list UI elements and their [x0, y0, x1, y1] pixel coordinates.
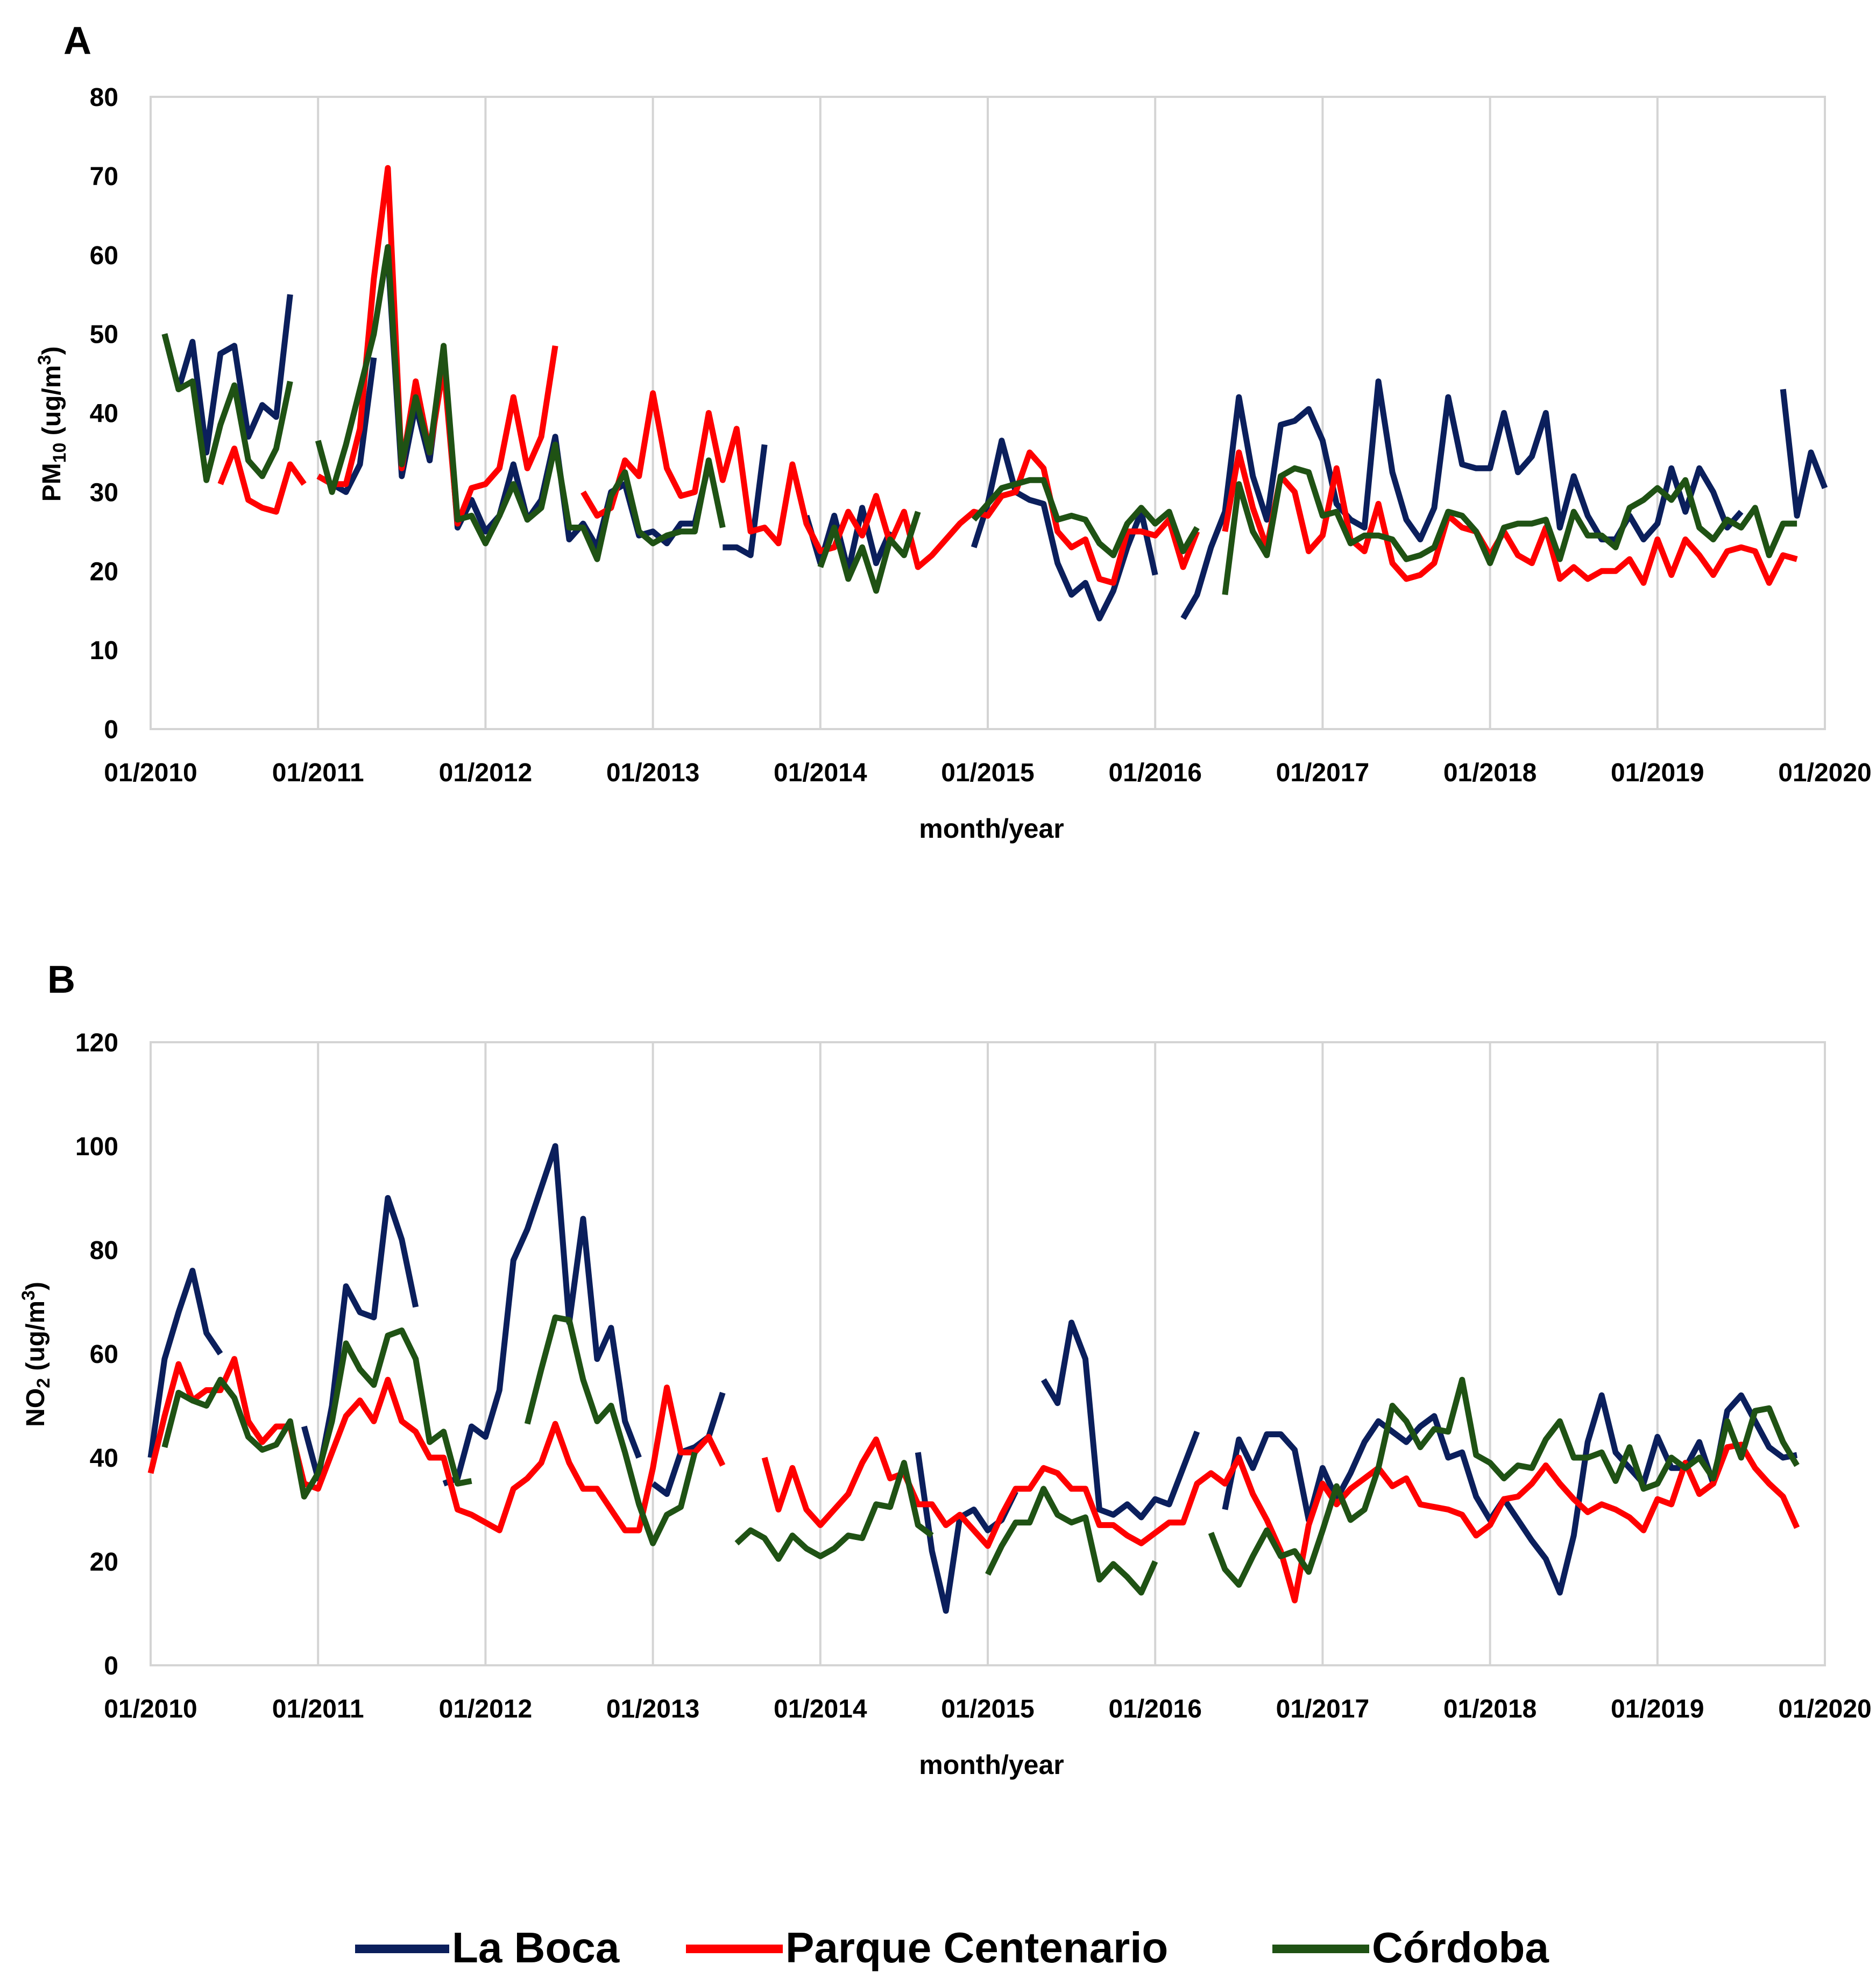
series-line-la-boca	[442, 1143, 642, 1487]
y-tick-label: 120	[75, 1029, 118, 1057]
x-tick-label: 01/2020	[1778, 1695, 1872, 1723]
series-line-cordoba	[1208, 1376, 1800, 1588]
series-la-boca	[161, 255, 1828, 621]
x-tick-label: 01/2015	[941, 759, 1035, 787]
series-line-cordoba	[1222, 465, 1797, 595]
series-line-parque-centenario	[581, 390, 1200, 586]
chart-panel-a: A PM10 (ug/m3) month/year 01/2010 01/2011…	[34, 19, 1872, 844]
y-axis-label-main-b: NO	[22, 1388, 50, 1427]
y-tick-label: 20	[90, 557, 118, 586]
y-tick-label: 80	[90, 1236, 118, 1265]
x-tick-label: 01/2017	[1276, 759, 1370, 787]
series-cordoba	[161, 1314, 1800, 1596]
y-axis-label-unit-b: (ug/m	[22, 1301, 50, 1378]
series-line-cordoba	[734, 1460, 934, 1562]
x-tick-label: 01/2019	[1611, 759, 1704, 787]
x-tick-label: 01/2018	[1443, 1695, 1537, 1723]
series-line-cordoba	[971, 477, 1200, 559]
series-line-parque-centenario	[147, 1356, 726, 1533]
y-tick-label: 60	[90, 1340, 118, 1369]
y-tick-label: 40	[90, 400, 118, 428]
y-axis-label-sup-b: 3	[18, 1290, 39, 1301]
legend-label-parque-centenario: Parque Centenario	[785, 1924, 1168, 1971]
x-axis-label-a: month/year	[919, 814, 1064, 844]
x-tick-label: 01/2010	[104, 759, 197, 787]
series-line-parque-centenario	[217, 446, 307, 515]
y-axis-label-close-b: )	[22, 1282, 50, 1290]
y-tick-label: 20	[90, 1548, 118, 1577]
series-line-cordoba	[524, 1314, 698, 1546]
y-tick-label: 40	[90, 1444, 118, 1473]
series-line-cordoba	[161, 333, 293, 483]
series-cordoba	[161, 244, 1797, 595]
x-tick-label: 01/2011	[272, 1695, 364, 1723]
y-tick-label: 10	[90, 637, 118, 665]
series-line-la-boca	[301, 1195, 419, 1482]
x-tick-label: 01/2014	[774, 1695, 867, 1723]
series-line-parque-centenario	[1222, 449, 1798, 586]
y-tick-label: 70	[90, 162, 118, 191]
series-line-la-boca	[1780, 388, 1828, 519]
panel-label-b: B	[47, 958, 75, 1001]
y-axis-label-sub-a: 10	[49, 443, 70, 463]
y-axis-label-sup-a: 3	[34, 355, 55, 365]
x-tick-label: 01/2012	[439, 759, 533, 787]
legend: La Boca Parque Centenario Córdoba	[355, 1924, 1549, 1971]
x-tick-label: 01/2013	[606, 759, 700, 787]
y-axis-label-sub-b: 2	[33, 1378, 54, 1388]
y-axis-label-unit-a: (ug/m	[38, 365, 66, 443]
legend-label-la-boca: La Boca	[452, 1924, 620, 1971]
x-tick-label: 01/2014	[774, 759, 867, 787]
series-line-la-boca	[723, 444, 768, 559]
y-tick-label: 80	[90, 83, 118, 112]
series-line-la-boca	[1040, 1319, 1200, 1521]
x-tick-label: 01/2016	[1108, 1695, 1202, 1723]
series-line-cordoba	[161, 1327, 472, 1500]
series-la-boca	[147, 1143, 1798, 1614]
x-tick-label: 01/2011	[272, 759, 364, 787]
series-line-la-boca	[161, 294, 293, 456]
legend-label-cordoba: Córdoba	[1372, 1924, 1549, 1971]
x-tick-label: 01/2020	[1778, 759, 1872, 787]
y-axis-label-a: PM10 (ug/m3)	[34, 347, 70, 502]
x-tick-label: 01/2016	[1108, 759, 1202, 787]
y-axis-label-main-a: PM	[38, 463, 66, 501]
y-tick-label: 0	[104, 716, 118, 744]
y-axis-label-b: NO2 (ug/m3)	[18, 1282, 54, 1427]
x-tick-label: 01/2019	[1611, 1695, 1704, 1723]
x-tick-label: 01/2013	[606, 1695, 700, 1723]
y-tick-label: 100	[75, 1133, 118, 1161]
series-line-la-boca	[915, 1452, 1018, 1614]
series-line-cordoba	[985, 1486, 1158, 1596]
series-line-la-boca	[1180, 378, 1744, 620]
x-tick-label: 01/2015	[941, 1695, 1035, 1723]
y-tick-label: 50	[90, 321, 118, 349]
series-line-la-boca	[147, 1268, 223, 1458]
panel-label-a: A	[63, 19, 91, 62]
series-line-la-boca	[1222, 1392, 1798, 1596]
y-tick-label: 0	[104, 1652, 118, 1680]
x-axis-label-b: month/year	[919, 1750, 1064, 1780]
series-line-cordoba	[315, 244, 726, 562]
series-line-cordoba	[817, 511, 921, 594]
x-tick-label: 01/2018	[1443, 759, 1537, 787]
chart-panel-b: B NO2 (ug/m3) month/year 01/2010 01/2011 0…	[18, 958, 1872, 1780]
x-tick-label: 01/2010	[104, 1695, 197, 1723]
x-tick-label: 01/2012	[439, 1695, 533, 1723]
y-axis-label-close-a: )	[38, 347, 66, 355]
y-tick-label: 30	[90, 478, 118, 507]
series-line-la-boca	[971, 437, 1158, 621]
x-tick-label: 01/2017	[1276, 1695, 1370, 1723]
y-tick-label: 60	[90, 242, 118, 270]
